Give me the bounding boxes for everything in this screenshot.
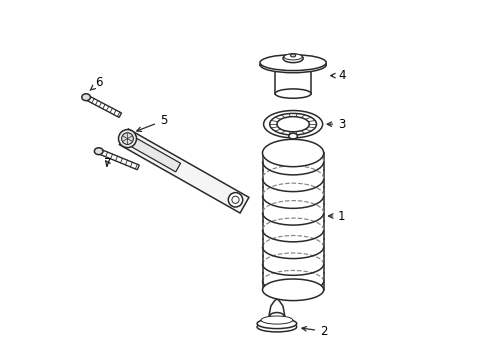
Ellipse shape	[262, 139, 323, 167]
Ellipse shape	[269, 113, 316, 135]
Ellipse shape	[260, 55, 325, 71]
Ellipse shape	[257, 322, 296, 332]
Ellipse shape	[284, 54, 302, 60]
Polygon shape	[98, 149, 139, 170]
Text: 1: 1	[328, 210, 345, 222]
Polygon shape	[121, 132, 180, 172]
Ellipse shape	[283, 54, 303, 63]
Polygon shape	[266, 299, 286, 328]
Ellipse shape	[263, 111, 322, 138]
Ellipse shape	[228, 193, 242, 207]
Text: 6: 6	[90, 76, 102, 90]
Ellipse shape	[269, 312, 284, 320]
Text: 7: 7	[104, 157, 111, 170]
Ellipse shape	[231, 196, 239, 203]
Ellipse shape	[81, 94, 90, 101]
Text: 4: 4	[330, 69, 345, 82]
Text: 3: 3	[326, 118, 345, 131]
Ellipse shape	[118, 130, 136, 148]
Ellipse shape	[260, 57, 325, 73]
Ellipse shape	[290, 54, 295, 57]
Text: 2: 2	[301, 325, 327, 338]
Ellipse shape	[262, 279, 323, 301]
Text: 5: 5	[137, 114, 167, 131]
Polygon shape	[119, 129, 248, 213]
Polygon shape	[85, 95, 121, 117]
Ellipse shape	[94, 148, 103, 155]
Ellipse shape	[122, 133, 133, 144]
Ellipse shape	[276, 117, 309, 132]
Ellipse shape	[288, 133, 297, 139]
Ellipse shape	[275, 89, 310, 98]
Ellipse shape	[261, 316, 292, 324]
Ellipse shape	[257, 319, 296, 329]
Ellipse shape	[266, 324, 286, 331]
